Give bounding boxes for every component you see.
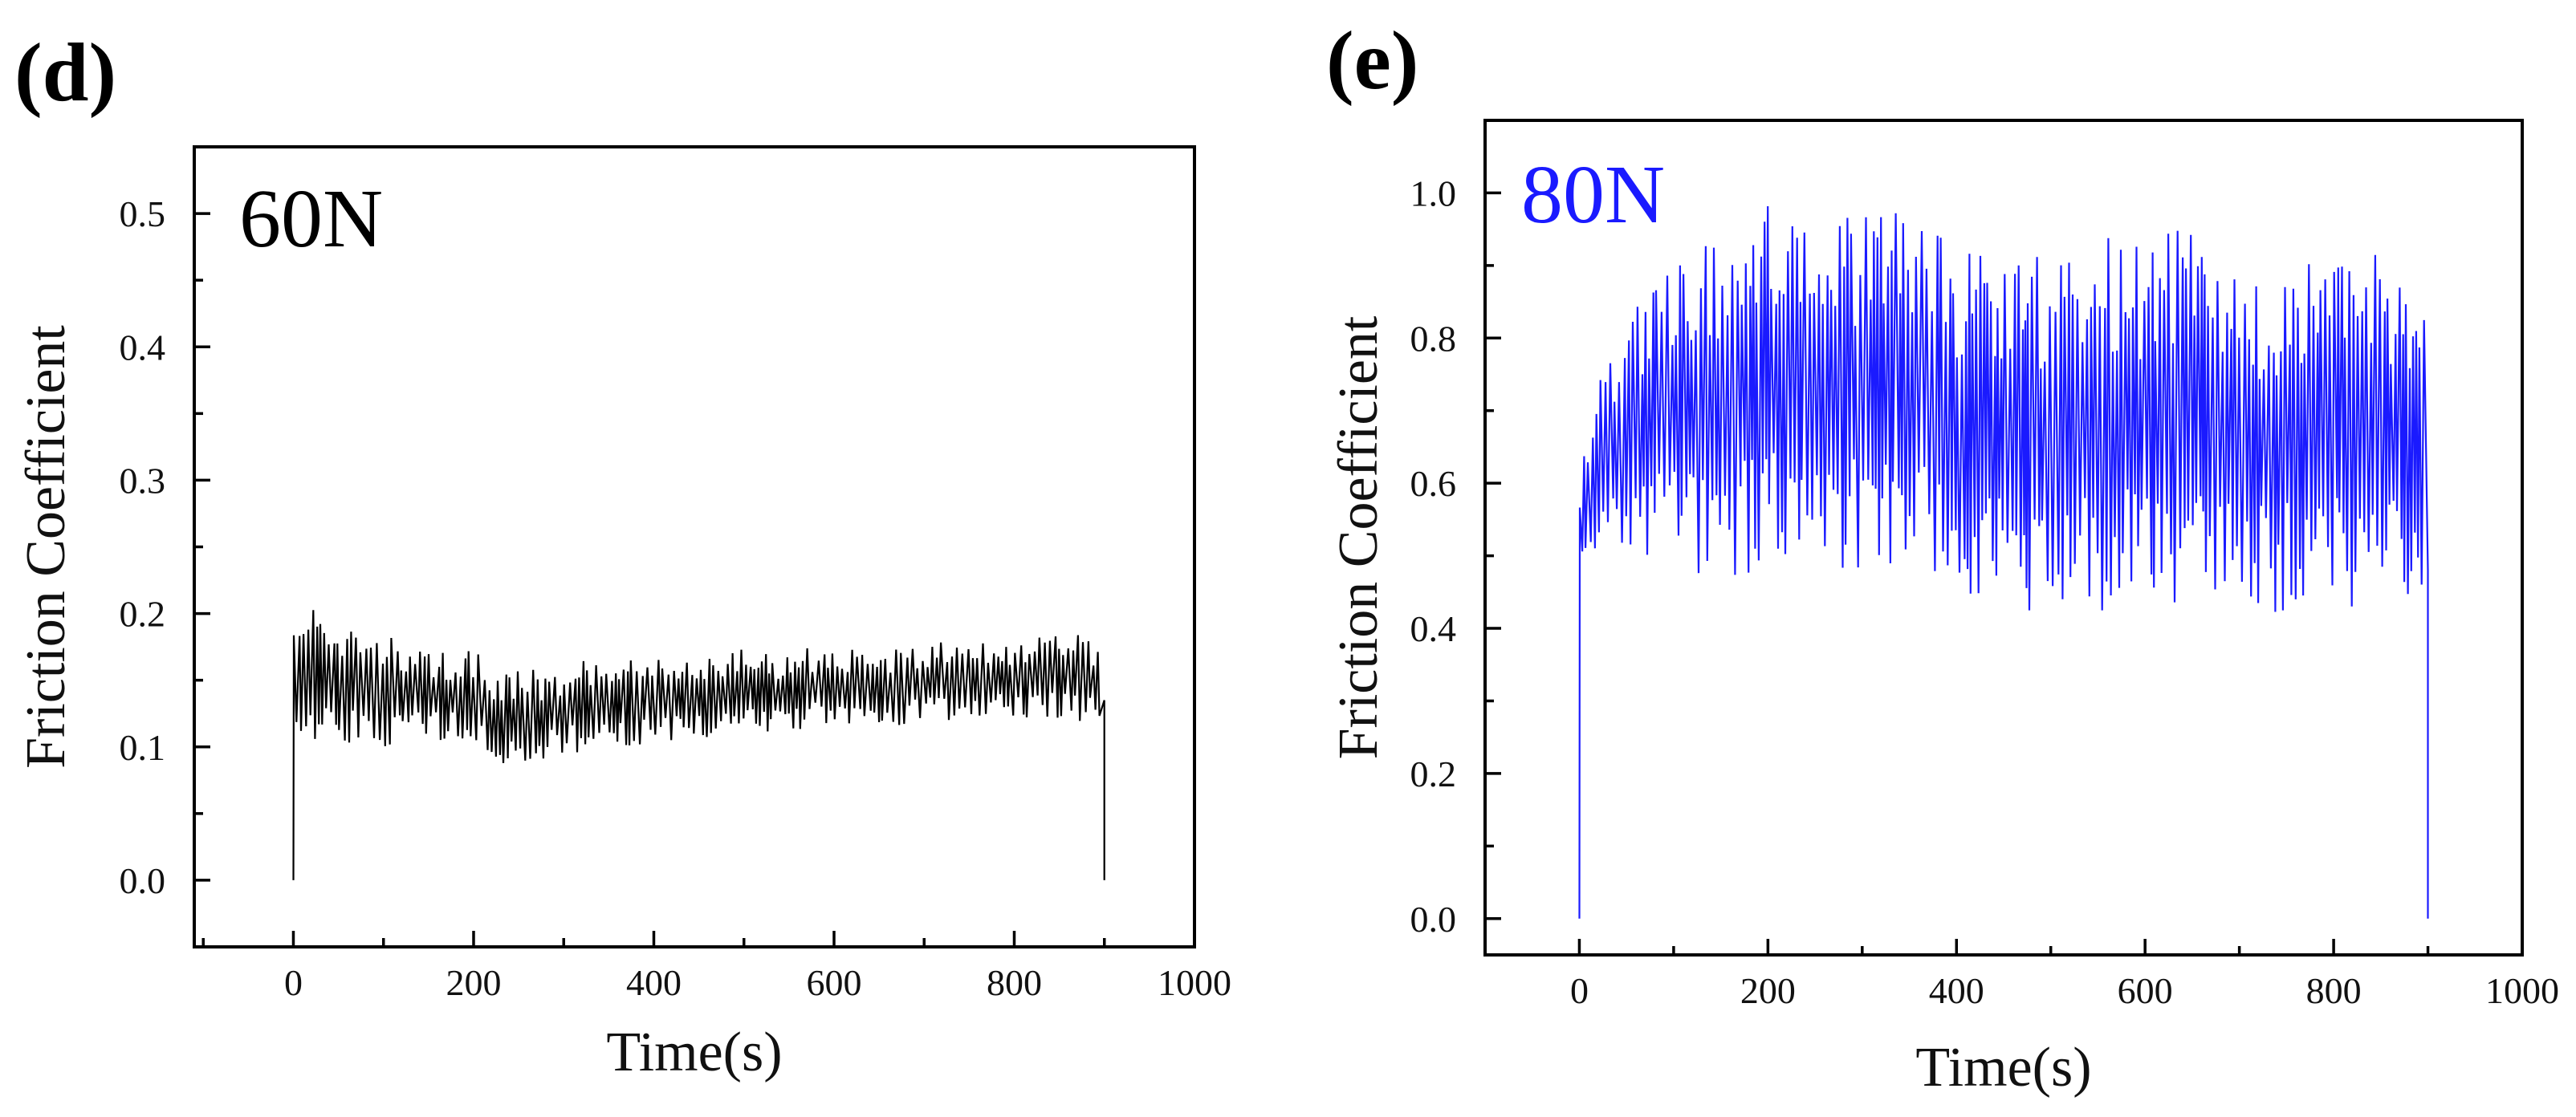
panel-label: (d)	[14, 26, 116, 119]
x-tick-label: 0	[284, 962, 303, 1003]
x-tick-label: 600	[2118, 970, 2173, 1011]
x-tick-label: 600	[806, 962, 861, 1003]
x-tick-label: 800	[2306, 970, 2362, 1011]
x-tick-label: 400	[626, 962, 682, 1003]
x-tick-label: 1000	[2485, 970, 2559, 1011]
x-tick-label: 400	[1929, 970, 1984, 1011]
y-tick-label: 0.6	[1410, 463, 1457, 504]
plot-frame	[193, 145, 1196, 948]
y-tick-label: 0.3	[120, 460, 166, 501]
x-tick-label: 200	[1740, 970, 1796, 1011]
load-annotation: 60N	[239, 173, 383, 265]
y-tick-label: 0.2	[120, 594, 166, 635]
panel-label: (e)	[1326, 14, 1418, 107]
y-tick-label: 0.0	[120, 860, 166, 901]
y-tick-label: 1.0	[1410, 173, 1457, 213]
y-tick-label: 0.0	[1410, 899, 1457, 940]
y-tick-label: 0.2	[1410, 753, 1457, 794]
x-axis-title: Time(s)	[1915, 1037, 2091, 1099]
x-tick-label: 200	[446, 962, 501, 1003]
plot-frame	[1483, 119, 2524, 957]
y-tick-label: 0.1	[120, 727, 166, 768]
y-tick-label: 0.4	[120, 327, 166, 368]
x-tick-label: 800	[987, 962, 1042, 1003]
y-axis-title: Friction Coefficient	[1328, 315, 1390, 759]
load-annotation: 80N	[1521, 148, 1665, 241]
y-tick-label: 0.5	[120, 193, 166, 234]
y-axis-title: Friction Coefficient	[15, 325, 77, 769]
x-tick-label: 0	[1570, 970, 1589, 1011]
series-line-80N	[1578, 205, 2429, 919]
x-tick-label: 1000	[1158, 962, 1231, 1003]
x-axis-title: Time(s)	[606, 1022, 782, 1083]
chart-d-friction-60n: (d) 0 200 400 600 800 1000 0.0 0.1 0.2 0.3 0.4 0.5 Ti…	[14, 26, 1231, 1083]
y-tick-label: 0.8	[1410, 318, 1457, 359]
chart-e-friction-80n: (e) 0 200 400 600 800 1000 0.0 0.2 0.4 0.6 0.8 1.0 Ti…	[1326, 14, 2559, 1099]
series-line-60N	[292, 610, 1105, 880]
y-tick-label: 0.4	[1410, 608, 1457, 649]
